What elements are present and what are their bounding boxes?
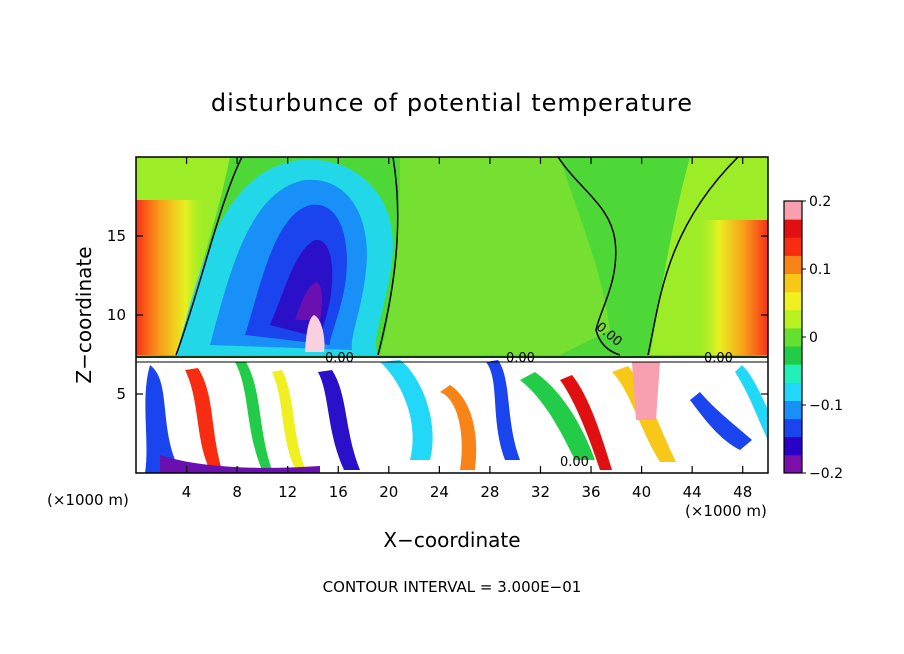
eddy-green-1 (235, 362, 272, 470)
colorbar-swatch (784, 237, 802, 256)
y-axis: 5 10 15 (107, 227, 768, 403)
contour-label: 0.00 (506, 351, 535, 366)
field-warm-right (698, 220, 768, 355)
x-tick-label: 4 (182, 483, 192, 501)
eddy-blue-4 (690, 392, 752, 450)
contour-label: 0.00 (325, 351, 354, 366)
colorbar-swatch (784, 255, 802, 275)
colorbar-swatch (784, 291, 802, 311)
colorbar-swatch (784, 346, 802, 365)
colorbar-swatch (784, 382, 802, 401)
contour-interval-note: CONTOUR INTERVAL = 3.000E−01 (323, 578, 582, 596)
colorbar-swatch (784, 364, 802, 383)
eddy-cyan-2 (735, 365, 768, 440)
x-tick-label: 16 (329, 483, 348, 501)
colorbar-tick-label: −0.2 (809, 466, 843, 482)
eddy-pink-1 (632, 362, 660, 420)
contour-zero-left (175, 157, 243, 356)
x-axis: 4 8 12 16 20 24 28 32 36 40 44 48 (182, 157, 752, 501)
eddy-blue-1 (145, 365, 185, 473)
x-tick-label: 12 (278, 483, 297, 501)
x-tick-label: 40 (632, 483, 651, 501)
contour-label: 0.00 (704, 351, 733, 366)
eddy-red-1 (185, 368, 222, 470)
contour-zero-right-a (557, 157, 621, 356)
eddy-red-2 (560, 375, 612, 470)
x-unit-left: (×1000 m) (47, 491, 129, 509)
colorbar-swatch (784, 201, 802, 220)
colorbar-swatch (784, 400, 802, 420)
chart-title: disturbunce of potential temperature (211, 89, 693, 117)
colorbar-swatch (784, 454, 802, 474)
plot-area (136, 157, 768, 473)
x-tick-label: 44 (683, 483, 702, 501)
contour-lines (136, 157, 768, 363)
x-tick-label: 8 (232, 483, 242, 501)
eddy-blue-3 (486, 360, 520, 460)
colorbar-swatch (784, 273, 802, 293)
x-tick-label: 32 (531, 483, 550, 501)
colorbar-tick-label: 0 (809, 330, 818, 346)
contour-label: 0.00 (560, 455, 589, 470)
field-warm-plume (305, 315, 325, 352)
eddy-blue-2 (318, 370, 360, 470)
colorbar-swatch (784, 327, 802, 347)
x-axis-label: X−coordinate (383, 528, 520, 552)
colorbar-swatch (784, 436, 802, 456)
field-cold-deep (295, 282, 323, 320)
y-axis-label: Z−coordinate (72, 246, 96, 383)
y-tick-label: 5 (116, 385, 126, 403)
eddy-orange-1 (440, 385, 477, 470)
colorbar-swatch (784, 219, 802, 238)
eddy-cyan-1 (380, 360, 433, 460)
colorbar-tick-label: 0.2 (809, 194, 831, 210)
colorbar-tick-label: −0.1 (809, 398, 843, 414)
field-yellow-mid (380, 157, 610, 355)
y-tick-label: 10 (107, 306, 126, 324)
boundary-layer-eddies (145, 360, 768, 473)
colorbar-swatch (784, 309, 802, 329)
colorbar-swatch (784, 418, 802, 438)
x-tick-label: 20 (379, 483, 398, 501)
x-tick-label: 24 (430, 483, 449, 501)
eddy-purple-1 (160, 455, 320, 473)
colorbar-tick-label: 0.1 (809, 262, 831, 278)
y-tick-label: 15 (107, 227, 126, 245)
x-tick-label: 28 (480, 483, 499, 501)
contour-zero-right-b (647, 157, 739, 356)
colorbar: 0.2 0.1 0 −0.1 −0.2 (783, 194, 843, 482)
boundary-layer (136, 358, 768, 473)
eddy-green-2 (520, 372, 595, 460)
contour-zero-mid (377, 157, 399, 356)
x-tick-label: 36 (581, 483, 600, 501)
x-unit-right: (×1000 m) (685, 502, 767, 520)
x-tick-label: 48 (733, 483, 752, 501)
eddy-yellow-1 (272, 370, 306, 470)
